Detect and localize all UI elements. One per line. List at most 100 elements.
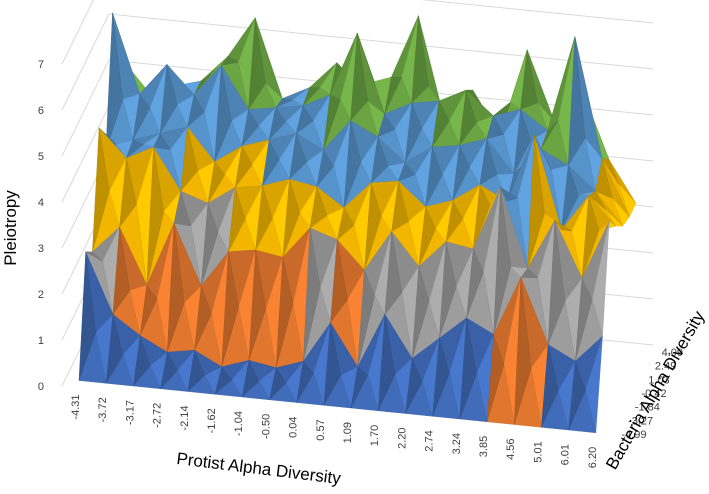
y-tick-label: 4.09 bbox=[662, 347, 683, 359]
surface-facet bbox=[167, 223, 185, 353]
surface-facet bbox=[160, 351, 178, 390]
surface-facet bbox=[514, 277, 532, 425]
x-tick-label: -1.04 bbox=[233, 411, 245, 436]
z-tick-label: 5 bbox=[38, 151, 44, 163]
surface-facet bbox=[411, 266, 430, 359]
surface-facet bbox=[486, 115, 504, 140]
y-tick-label: -1.84 bbox=[635, 402, 660, 414]
surface-facet bbox=[445, 199, 464, 242]
surface-facet bbox=[255, 185, 273, 251]
surface-facet bbox=[221, 251, 239, 367]
surface-facet bbox=[323, 94, 341, 150]
surface-facet bbox=[581, 195, 600, 279]
x-tick-label: -3.72 bbox=[97, 397, 109, 422]
surface-facet bbox=[234, 145, 253, 188]
surface-facet bbox=[439, 241, 457, 339]
surface-facet bbox=[540, 120, 559, 150]
y-tick-label: -4.99 bbox=[621, 429, 646, 441]
surface-facet bbox=[466, 248, 484, 318]
x-axis-title: Protist Alpha Diversity bbox=[175, 449, 342, 488]
surface-facet bbox=[125, 139, 144, 159]
z-axis-ticks: 0 1 2 3 4 5 6 7 bbox=[38, 59, 44, 393]
surface-facet bbox=[275, 257, 294, 368]
surface-facet bbox=[262, 139, 280, 186]
surface-facet bbox=[180, 126, 198, 192]
surface-facet bbox=[479, 138, 498, 186]
x-tick-label: 4.56 bbox=[505, 439, 517, 460]
x-tick-label: -2.72 bbox=[152, 403, 164, 428]
x-tick-label: 1.70 bbox=[369, 425, 381, 446]
z-tick-label: 6 bbox=[38, 105, 44, 117]
surface-facet bbox=[534, 134, 552, 170]
surface-facet bbox=[384, 77, 402, 115]
surface-facet bbox=[493, 187, 511, 335]
surface-facet bbox=[397, 162, 416, 182]
surface-facet bbox=[269, 367, 287, 401]
x-tick-label: 6.20 bbox=[587, 447, 599, 468]
surface-facet bbox=[282, 179, 300, 258]
surface-facet bbox=[364, 182, 382, 271]
surface-facet bbox=[432, 100, 450, 148]
surface-facet bbox=[452, 144, 470, 201]
y-axis-title: Bacteria Alpha Diversity bbox=[602, 307, 708, 472]
x-tick-label: -4.31 bbox=[70, 395, 82, 420]
x-tick-label: -0.50 bbox=[260, 414, 272, 439]
gridline bbox=[61, 13, 654, 111]
surface-facet bbox=[323, 322, 341, 406]
surface-facet bbox=[153, 132, 171, 150]
z-tick-label: 0 bbox=[38, 381, 44, 393]
surface-facet bbox=[160, 64, 178, 134]
surface-facet bbox=[214, 65, 232, 162]
x-tick-label: 2.74 bbox=[424, 430, 436, 451]
surface-facet bbox=[411, 15, 429, 104]
surface-facet bbox=[554, 220, 572, 232]
surface-facet bbox=[78, 251, 97, 381]
surface-facet bbox=[214, 366, 233, 395]
surface-facet bbox=[520, 268, 539, 278]
x-tick-label: 5.01 bbox=[532, 441, 544, 462]
surface-facet bbox=[289, 133, 307, 180]
surface-facet bbox=[568, 361, 586, 431]
surface-facet bbox=[513, 109, 532, 174]
surface-facet bbox=[486, 334, 505, 422]
x-tick-label: 1.09 bbox=[342, 422, 354, 443]
x-tick-label: 0.57 bbox=[315, 419, 327, 440]
surface-facet bbox=[601, 158, 620, 185]
surface-facet bbox=[377, 113, 396, 138]
x-tick-label: -3.17 bbox=[124, 400, 136, 425]
surface-facet bbox=[92, 127, 110, 252]
surface-facet bbox=[418, 206, 436, 267]
surface-facet bbox=[316, 149, 334, 188]
y-tick-label: -3.27 bbox=[628, 415, 653, 427]
surface-facet bbox=[228, 187, 246, 252]
surface-facet bbox=[112, 226, 131, 316]
surface-plot bbox=[78, 12, 637, 434]
surface-facet bbox=[432, 338, 450, 417]
surface-facet bbox=[527, 134, 545, 269]
surface-facet bbox=[146, 147, 164, 286]
x-axis-ticks: -4.31 -3.72 -3.17 -2.72 -2.14 -1.62 -1.04 -0.50… bbox=[70, 395, 599, 469]
z-tick-label: 4 bbox=[38, 197, 44, 209]
z-tick-label: 3 bbox=[38, 243, 44, 255]
surface-facet bbox=[404, 102, 423, 163]
z-tick-label: 1 bbox=[38, 335, 44, 347]
surface-facet bbox=[309, 186, 328, 229]
surface-facet bbox=[547, 220, 566, 345]
surface-facet bbox=[370, 136, 389, 184]
surface-facet bbox=[336, 207, 355, 241]
surface-facet bbox=[119, 158, 137, 228]
surface-facet bbox=[173, 191, 192, 227]
surface-facet bbox=[473, 183, 491, 250]
surface-facet bbox=[105, 12, 124, 151]
y-axis-ticks: -4.99 -3.27-1.84 -0.42 1.032.49 4.09 bbox=[621, 347, 683, 441]
y-tick-label: -0.42 bbox=[642, 388, 667, 400]
surface-facet bbox=[541, 344, 559, 428]
surface-facet bbox=[268, 107, 287, 141]
surface-facet bbox=[302, 87, 321, 106]
surface-facet bbox=[194, 285, 212, 351]
surface-facet bbox=[357, 270, 375, 367]
surface-facet bbox=[201, 203, 219, 286]
x-tick-label: 3.24 bbox=[451, 433, 463, 454]
surface-facet bbox=[595, 158, 613, 199]
surface-facet bbox=[133, 335, 151, 387]
